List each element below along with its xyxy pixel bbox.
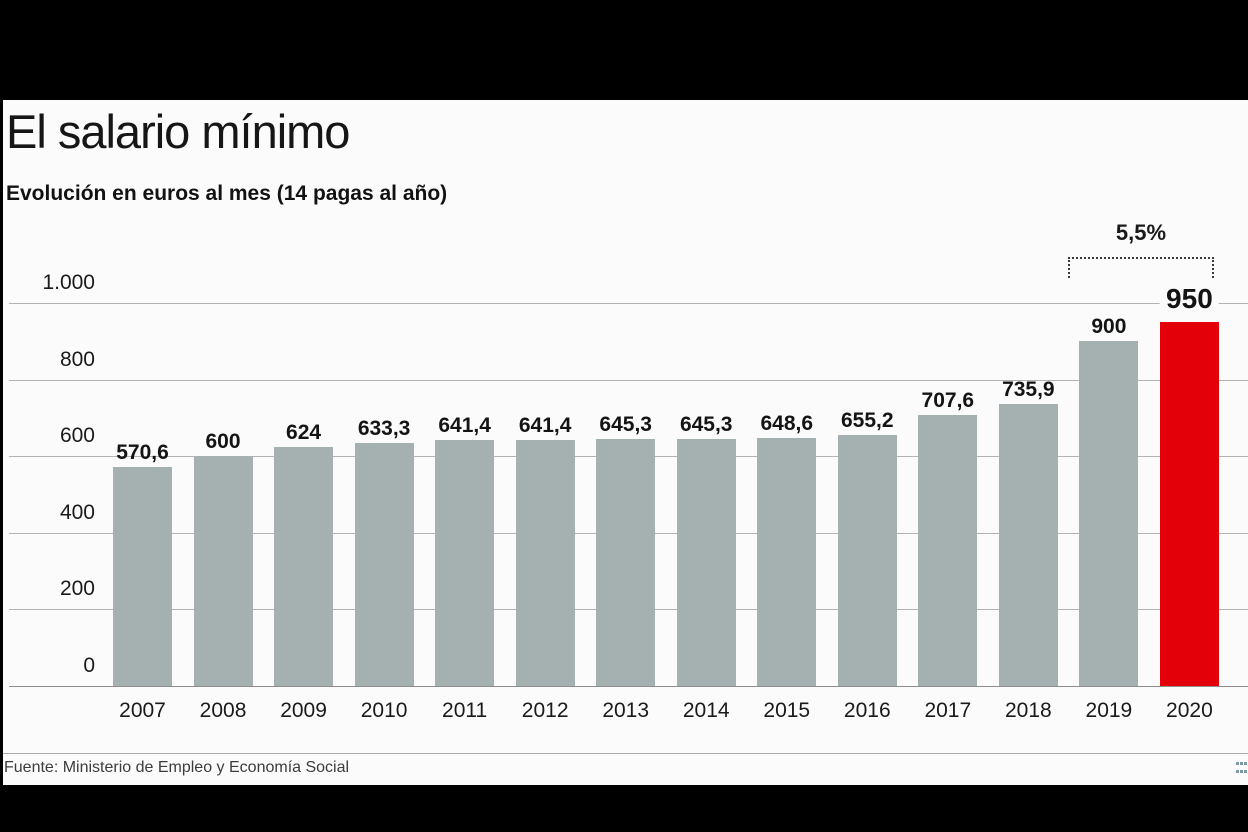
bar-value-label: 641,4 — [518, 414, 572, 438]
bar-value-label: 600 — [205, 430, 241, 454]
bar-value-label: 900 — [1091, 315, 1127, 339]
chart-subtitle: Evolución en euros al mes (14 pagas al a… — [6, 182, 448, 205]
cropped-logo-dots-icon — [1236, 762, 1248, 774]
bar-value-label: 633,3 — [357, 417, 411, 441]
bar-2010: 633,3 — [354, 418, 414, 686]
x-tick-label-2019: 2019 — [1085, 699, 1133, 722]
bar-2017: 707,6 — [918, 390, 978, 686]
letterbox-bottom — [0, 785, 1248, 832]
chart-title: El salario mínimo — [6, 105, 350, 158]
x-tick-label-2017: 2017 — [924, 699, 972, 722]
bar-value-label: 645,3 — [679, 412, 733, 436]
bar-value-label: 655,2 — [841, 409, 894, 433]
x-tick-label-2016: 2016 — [843, 699, 891, 722]
bar-value-label: 645,3 — [599, 412, 652, 436]
gridline-1000 — [9, 303, 1248, 304]
x-tick-label-2011: 2011 — [442, 699, 488, 722]
footer-divider — [3, 753, 1248, 754]
bar-2012: 641,4 — [515, 415, 575, 686]
y-tick-label: 400 — [59, 500, 95, 524]
bar-2020: 950 — [1159, 283, 1219, 686]
y-tick-label: 0 — [83, 654, 95, 677]
x-tick-label-2012: 2012 — [521, 699, 569, 722]
bar-2015: 648,6 — [757, 413, 817, 686]
gridline-800 — [9, 379, 1248, 381]
x-axis-labels: 2007 2008 2009 2010 2011 2012 2013 2014 2015 2016… — [113, 699, 1219, 723]
x-tick-label-2014: 2014 — [682, 699, 730, 722]
bar-2014: 645,3 — [676, 414, 736, 686]
x-tick-label-2009: 2009 — [280, 699, 327, 722]
x-tick-label-2013: 2013 — [602, 699, 650, 722]
bar-2016: 655,2 — [837, 410, 897, 686]
bar-value-label: 570,6 — [116, 441, 169, 465]
bar-value-label: 641,4 — [438, 414, 491, 438]
x-tick-label-2008: 2008 — [199, 699, 247, 722]
bar-2011: 641,4 — [435, 415, 495, 686]
bars-row: 570,6 600 624 633,3 641,4 641,4 645,3 645,3 648,… — [113, 283, 1219, 686]
annotation-percent-label: 5,5% — [1115, 220, 1167, 245]
gridline-0 — [9, 686, 1248, 687]
source-text: Fuente: Ministerio de Empleo y Economía … — [4, 759, 350, 776]
bar-value-label: 624 — [286, 421, 322, 445]
bar-2018: 735,9 — [998, 379, 1058, 686]
bar-2007: 570,6 — [113, 442, 172, 686]
y-tick-label: 600 — [59, 424, 95, 448]
letterbox-top — [0, 0, 1248, 100]
x-tick-label-2015: 2015 — [763, 699, 811, 722]
chart-panel: El salario mínimo Evolución en euros al … — [3, 100, 1248, 785]
bar-value-label: 707,6 — [921, 389, 975, 412]
bar-value-label: 648,6 — [760, 411, 814, 435]
y-tick-label: 200 — [59, 577, 95, 601]
bar-2008: 600 — [193, 431, 253, 686]
bar-value-label: 735,9 — [1002, 378, 1055, 402]
x-tick-label-2018: 2018 — [1004, 699, 1052, 722]
x-tick-label-2007: 2007 — [119, 699, 166, 722]
y-tick-label: 800 — [59, 347, 95, 371]
annotation-bracket — [1068, 257, 1214, 278]
bar-2013: 645,3 — [596, 414, 656, 686]
x-tick-label-2020: 2020 — [1166, 699, 1213, 722]
x-tick-label-2010: 2010 — [360, 699, 408, 722]
bar-2009: 624 — [274, 422, 334, 686]
y-tick-label: 1.000 — [42, 271, 95, 294]
bar-2019: 900 — [1079, 316, 1139, 686]
bar-value-label: 950 — [1160, 283, 1219, 316]
